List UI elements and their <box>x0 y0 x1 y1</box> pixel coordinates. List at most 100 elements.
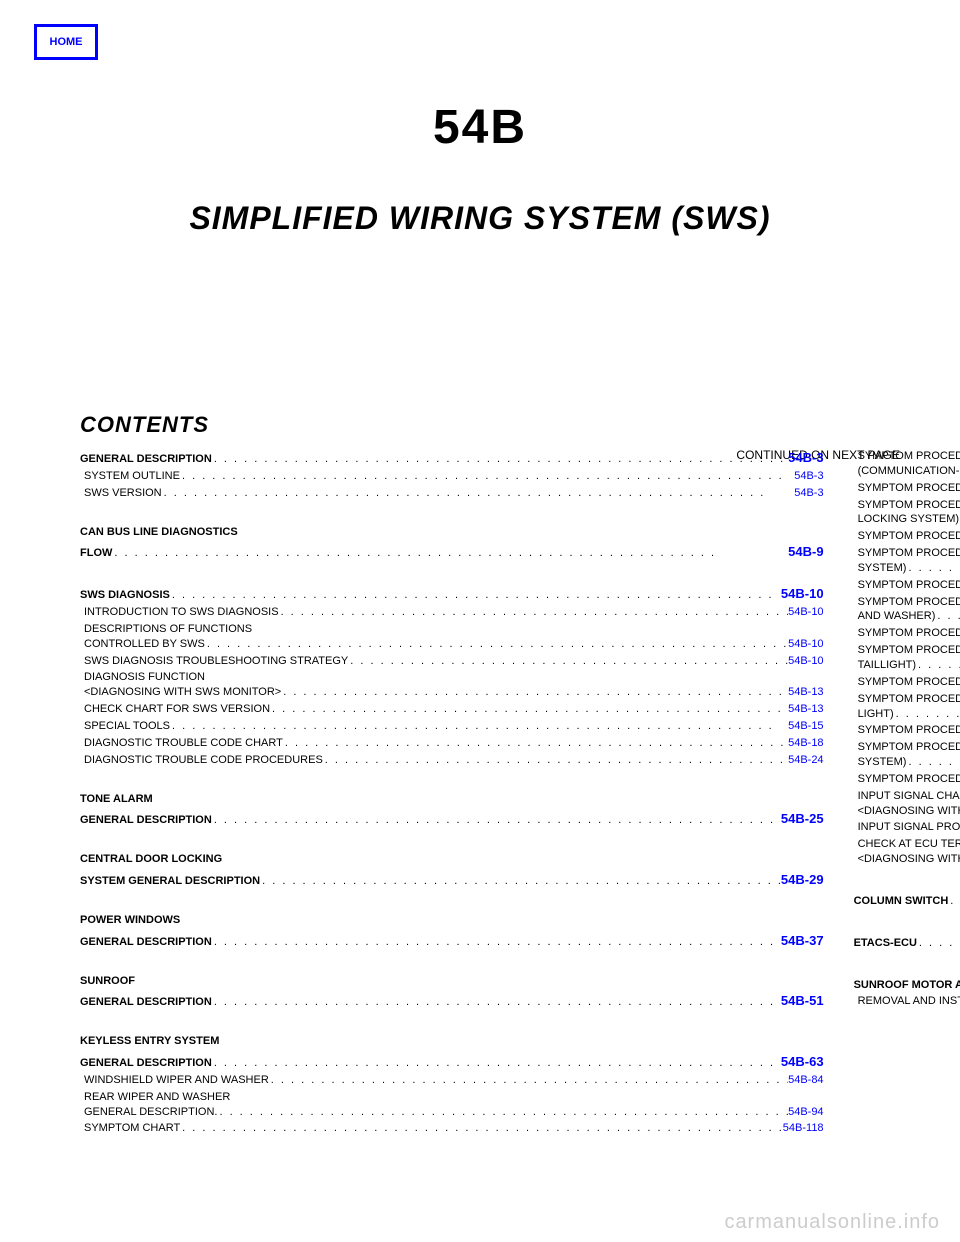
toc-page-link[interactable]: 54B-10 <box>788 637 823 652</box>
toc-page-link[interactable]: 54B-25 <box>781 810 824 828</box>
toc-entry-label: COLUMN SWITCH <box>854 894 949 909</box>
toc-entry-label: DIAGNOSTIC TROUBLE CODE CHART <box>80 736 283 751</box>
toc-entry-sub: SYMPTOM PROCEDURES (REAR WIPER) . . . . … <box>854 626 960 641</box>
toc-page-link[interactable]: 54B-15 <box>788 719 823 734</box>
toc-page-link[interactable]: 54B-118 <box>783 1121 824 1136</box>
toc-entry-sub: AND WASHER) . . . . . . . . . . . . . . … <box>854 609 960 624</box>
toc-entry-label: CENTRAL DOOR LOCKING <box>80 852 222 867</box>
toc-entry-label: ETACS-ECU <box>854 936 917 951</box>
toc-page-link[interactable]: 54B-3 <box>794 486 823 501</box>
toc-entry-label: SYSTEM GENERAL DESCRIPTION <box>80 874 260 889</box>
toc-entry-sub: DIAGNOSTIC TROUBLE CODE PROCEDURES . . .… <box>80 753 824 768</box>
toc-entry-label: TAILLIGHT) <box>854 658 916 673</box>
toc-page-link[interactable]: 54B-84 <box>788 1073 823 1088</box>
watermark: carmanualsonline.info <box>724 1211 940 1234</box>
toc-entry-label: WINDSHIELD WIPER AND WASHER <box>80 1073 269 1088</box>
toc-entry-label: SYMPTOM PROCEDURES (REAR WIPER) <box>854 626 960 641</box>
toc-page-link[interactable]: 54B-10 <box>788 605 823 620</box>
toc-column-left: GENERAL DESCRIPTION . . . . . . . . . . … <box>80 445 824 1136</box>
toc-entry-label: GENERAL DESCRIPTION <box>80 452 212 467</box>
toc-entry-label: INPUT SIGNAL PROCEDURES <box>854 820 960 835</box>
toc-entry-label: POWER WINDOWS <box>80 913 180 928</box>
toc-entry-label: CONTROLLED BY SWS <box>80 637 205 652</box>
toc-entry-label: SYSTEM OUTLINE <box>80 469 180 484</box>
contents-header: CONTENTS <box>80 412 209 438</box>
toc-page-link[interactable]: 54B-18 <box>788 736 823 751</box>
toc-page-link[interactable]: 54B-94 <box>788 1105 823 1120</box>
toc-page-link[interactable]: 54B-10 <box>781 585 824 603</box>
toc-entry-main: TONE ALARM <box>80 792 824 807</box>
toc-entry-sub: SYSTEM OUTLINE . . . . . . . . . . . . .… <box>80 469 824 484</box>
toc-entry-label: SYMPTOM PROCEDURES (HEADLIGHT AND <box>854 643 960 658</box>
toc-entry-main: SUNROOF <box>80 974 824 989</box>
toc-entry-label: SWS DIAGNOSIS TROUBLESHOOTING STRATEGY <box>80 654 348 669</box>
toc-page-link[interactable]: 54B-3 <box>788 449 823 467</box>
toc-entry-sub: SYMPTOM PROCEDURES (KEYLESS ENTRY <box>854 546 960 561</box>
toc-entry-sub: DESCRIPTIONS OF FUNCTIONS <box>80 622 824 637</box>
home-button[interactable]: HOME <box>34 24 98 60</box>
toc-entry-label: <DIAGNOSING WITH SWS MONITOR> <box>854 852 960 867</box>
toc-entry-sub: LOCKING SYSTEM) . . . . . . . . . . . . … <box>854 512 960 527</box>
toc-entry-sub: SYMPTOM PROCEDURES (POWER WINDOWS) . . .… <box>854 529 960 544</box>
toc-entry-sub: WINDSHIELD WIPER AND WASHER . . . . . . … <box>80 1073 824 1088</box>
toc-entry-main: FLOW . . . . . . . . . . . . . . . . . .… <box>80 543 824 561</box>
toc-entry-sub: SYMPTOM PROCEDURES (THEFT-ALARM <box>854 740 960 755</box>
toc-entry-main: GENERAL DESCRIPTION . . . . . . . . . . … <box>80 1053 824 1071</box>
toc-page-link[interactable]: 54B-9 <box>788 543 823 561</box>
toc-entry-label: GENERAL DESCRIPTION <box>80 995 212 1010</box>
toc-entry-sub: TAILLIGHT) . . . . . . . . . . . . . . .… <box>854 658 960 673</box>
toc-page-link[interactable]: 54B-51 <box>781 992 824 1010</box>
toc-entry-label: GENERAL DESCRIPTION. <box>80 1105 217 1120</box>
toc-entry-label: SUNROOF MOTOR ASSEMBLY <box>854 978 960 993</box>
toc-entry-label: FLOW <box>80 546 112 561</box>
toc-entry-label: SYMPTOM PROCEDURES (SUNROOF) <box>854 578 960 593</box>
toc-entry-label: SYMPTOM PROCEDURES (FRONT FOG <box>854 692 960 707</box>
toc-entry-label: INTRODUCTION TO SWS DIAGNOSIS <box>80 605 279 620</box>
toc-entry-sub: SYMPTOM PROCEDURES (INTERIOR LIGHT) . . … <box>854 723 960 738</box>
toc-entry-main: SUNROOF MOTOR ASSEMBLY . . . . . . . . .… <box>854 975 960 993</box>
toc-entry-main: GENERAL DESCRIPTION . . . . . . . . . . … <box>80 932 824 950</box>
toc-entry-sub: CHECK CHART FOR SWS VERSION . . . . . . … <box>80 702 824 717</box>
toc-entry-sub: SPECIAL TOOLS . . . . . . . . . . . . . … <box>80 719 824 734</box>
toc-entry-sub: SYMPTOM PROCEDURES (FLASHER TIMER) . . .… <box>854 675 960 690</box>
toc-entry-sub: SYMPTOM PROCEDURES (HEADLIGHT AND <box>854 643 960 658</box>
toc-entry-label: SYMPTOM PROCEDURES (POWER WINDOWS) <box>854 529 960 544</box>
toc-entry-label: SWS DIAGNOSIS <box>80 588 170 603</box>
toc-entry-label: SYMPTOM PROCEDURES (TONE ALARM) <box>854 481 960 496</box>
toc-entry-label: REAR WIPER AND WASHER <box>80 1090 230 1105</box>
toc-page-link[interactable]: 54B-29 <box>781 871 824 889</box>
toc-page-link[interactable]: 54B-63 <box>781 1053 824 1071</box>
toc-entry-label: SYSTEM) <box>854 561 907 576</box>
toc-entry-sub: DIAGNOSIS FUNCTION <box>80 670 824 685</box>
toc-entry-sub: (COMMUNICATION-RELATED) . . . . . . . . … <box>854 464 960 479</box>
toc-entry-main: CAN BUS LINE DIAGNOSTICS <box>80 525 824 540</box>
toc-entry-sub: GENERAL DESCRIPTION. . . . . . . . . . .… <box>80 1105 824 1120</box>
toc-page-link[interactable]: 54B-13 <box>788 702 823 717</box>
toc-page-link[interactable]: 54B-10 <box>788 654 823 669</box>
toc-entry-sub: INPUT SIGNAL PROCEDURES . . . . . . . . … <box>854 820 960 835</box>
content-area: GENERAL DESCRIPTION . . . . . . . . . . … <box>80 445 900 1136</box>
toc-entry-sub: <DIAGNOSING WITH SWS MONITOR> . . . . . … <box>854 852 960 867</box>
toc-entry-label: DIAGNOSTIC TROUBLE CODE PROCEDURES <box>80 753 323 768</box>
toc-entry-label: CHECK CHART FOR SWS VERSION <box>80 702 270 717</box>
toc-entry-label: GENERAL DESCRIPTION <box>80 935 212 950</box>
toc-entry-label: DIAGNOSIS FUNCTION <box>80 670 205 685</box>
toc-entry-label: <DIAGNOSING WITH SWS MONITOR> <box>80 685 281 700</box>
toc-page-link[interactable]: 54B-13 <box>788 685 823 700</box>
toc-entry-label: KEYLESS ENTRY SYSTEM <box>80 1034 219 1049</box>
toc-page-link[interactable]: 54B-37 <box>781 932 824 950</box>
toc-entry-label: SWS VERSION <box>80 486 162 501</box>
toc-column-right: SYMPTOM PROCEDURES(COMMUNICATION-RELATED… <box>854 445 960 1136</box>
toc-entry-sub: SWS VERSION . . . . . . . . . . . . . . … <box>80 486 824 501</box>
toc-entry-main: SYSTEM GENERAL DESCRIPTION . . . . . . .… <box>80 871 824 889</box>
toc-entry-label: TONE ALARM <box>80 792 153 807</box>
toc-entry-sub: SYMPTOM CHART . . . . . . . . . . . . . … <box>80 1121 824 1136</box>
toc-entry-label: SPECIAL TOOLS <box>80 719 170 734</box>
page-id: 54B <box>433 100 527 155</box>
toc-page-link[interactable]: 54B-3 <box>794 469 823 484</box>
toc-entry-label: SUNROOF <box>80 974 135 989</box>
toc-entry-main: GENERAL DESCRIPTION . . . . . . . . . . … <box>80 810 824 828</box>
toc-entry-main: ETACS-ECU . . . . . . . . . . . . . . . … <box>854 933 960 951</box>
toc-entry-label: SYMPTOM CHART <box>80 1121 180 1136</box>
toc-page-link[interactable]: 54B-24 <box>788 753 823 768</box>
